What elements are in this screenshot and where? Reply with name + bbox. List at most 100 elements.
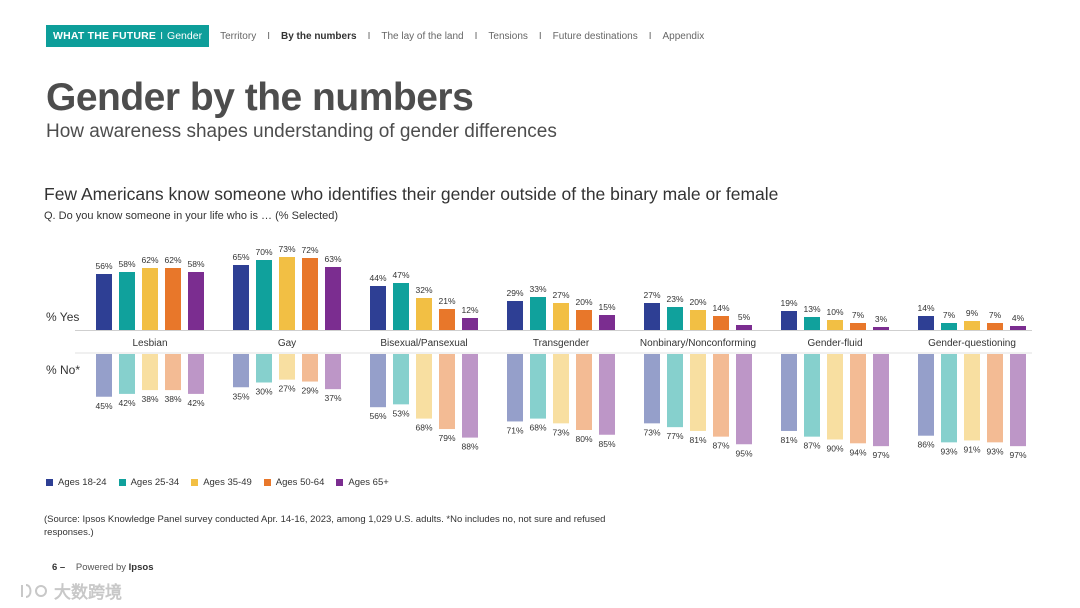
yes-data-label: 47% <box>392 270 409 280</box>
section-badge[interactable]: WHAT THE FUTURE I Gender <box>46 25 210 47</box>
nav-item-tensions[interactable]: Tensions <box>488 30 528 42</box>
yes-bar <box>987 323 1003 330</box>
yes-bar <box>576 310 592 330</box>
yes-data-label: 23% <box>666 294 683 304</box>
no-data-label: 73% <box>643 427 660 437</box>
no-bar <box>119 354 135 394</box>
yes-bar <box>530 297 546 330</box>
yes-data-label: 27% <box>643 290 660 300</box>
yes-bar <box>462 318 478 330</box>
no-data-label: 88% <box>461 442 478 452</box>
no-data-label: 81% <box>689 435 706 445</box>
no-data-label: 93% <box>940 446 957 456</box>
no-bar <box>941 354 957 443</box>
yes-data-label: 44% <box>369 273 386 283</box>
no-data-label: 42% <box>187 398 204 408</box>
yes-data-label: 62% <box>164 255 181 265</box>
no-bar <box>462 354 478 438</box>
no-bar <box>142 354 158 391</box>
no-bar <box>553 354 569 424</box>
watermark: 大数跨境 <box>18 578 122 603</box>
yes-data-label: 20% <box>689 297 706 307</box>
no-bar <box>918 354 934 436</box>
category-label: Lesbian <box>132 338 167 349</box>
yes-bar <box>941 323 957 330</box>
legend-item: Ages 35-49 <box>191 477 252 488</box>
no-data-label: 87% <box>803 441 820 451</box>
no-bar <box>439 354 455 430</box>
no-data-label: 91% <box>963 444 980 454</box>
brand-label: WHAT THE FUTURE <box>53 30 157 42</box>
no-bar <box>576 354 592 430</box>
yes-data-label: 62% <box>141 255 158 265</box>
category-label: Transgender <box>533 338 590 349</box>
no-bar <box>165 354 181 391</box>
yes-bar <box>233 265 249 330</box>
yes-bar <box>667 307 683 330</box>
legend-item: Ages 25-34 <box>118 477 179 488</box>
yes-bar <box>302 258 318 330</box>
no-data-label: 37% <box>324 393 341 403</box>
yes-bar <box>119 272 135 330</box>
yes-data-label: 73% <box>278 244 295 254</box>
yes-data-label: 10% <box>826 307 843 317</box>
yes-bar <box>188 272 204 330</box>
nav-item-territory[interactable]: Territory <box>220 30 257 42</box>
yes-bar <box>325 267 341 330</box>
no-data-label: 38% <box>141 394 158 404</box>
yes-data-label: 29% <box>506 288 523 298</box>
no-bar <box>416 354 432 419</box>
yes-data-label: 72% <box>301 245 318 255</box>
watermark-text: 大数跨境 <box>54 583 122 602</box>
yes-bar <box>873 327 889 330</box>
yes-data-label: 56% <box>95 261 112 271</box>
nav-item-appendix[interactable]: Appendix <box>662 30 705 42</box>
category-label: Gay <box>278 338 296 349</box>
yes-data-label: 63% <box>324 254 341 264</box>
no-bar <box>599 354 615 435</box>
nav-item-by-the-numbers[interactable]: By the numbers <box>280 30 357 42</box>
no-data-label: 93% <box>986 446 1003 456</box>
nav-item-lay-of-the-land[interactable]: The lay of the land <box>381 30 464 42</box>
no-data-label: 68% <box>529 423 546 433</box>
no-data-label: 45% <box>95 401 112 411</box>
yes-bar <box>736 325 752 330</box>
page-subtitle: How awareness shapes understanding of ge… <box>46 121 557 142</box>
source-note: (Source: Ipsos Knowledge Panel survey co… <box>44 514 606 538</box>
no-bar <box>233 354 249 388</box>
legend-label: Ages 18-24 <box>58 477 107 488</box>
page-title: Gender by the numbers <box>46 76 474 119</box>
yes-data-label: 33% <box>529 284 546 294</box>
yes-data-label: 7% <box>943 310 956 320</box>
no-bar <box>325 354 341 390</box>
yes-axis-label: % Yes <box>46 310 79 324</box>
yes-bar <box>827 320 843 330</box>
yes-data-label: 58% <box>118 259 135 269</box>
nav-item-future-destinations[interactable]: Future destinations <box>552 30 638 42</box>
yes-data-label: 27% <box>552 290 569 300</box>
chart-legend: Ages 18-24 Ages 25-34 Ages 35-49 Ages 50-64… <box>46 477 401 488</box>
no-bar <box>690 354 706 431</box>
no-data-label: 71% <box>506 425 523 435</box>
yes-bar <box>370 286 386 330</box>
no-data-label: 35% <box>232 391 249 401</box>
yes-bar <box>690 310 706 330</box>
yes-data-label: 7% <box>989 310 1002 320</box>
yes-data-label: 65% <box>232 252 249 262</box>
legend-swatch <box>263 479 271 486</box>
yes-bar <box>393 283 409 330</box>
yes-bar <box>599 315 615 330</box>
yes-bar <box>1010 326 1026 330</box>
no-data-label: 95% <box>735 448 752 458</box>
yes-data-label: 4% <box>1012 313 1025 323</box>
yes-data-label: 5% <box>738 312 751 322</box>
powered-by-label: Powered by <box>75 562 127 573</box>
no-bar <box>96 354 112 397</box>
yes-bar <box>507 301 523 330</box>
yes-data-label: 21% <box>438 296 455 306</box>
footer: 6 – Powered by Ipsos <box>52 562 153 573</box>
no-bar <box>667 354 683 428</box>
no-bar <box>393 354 409 405</box>
nav-separator: I <box>538 30 542 42</box>
no-bar <box>1010 354 1026 447</box>
